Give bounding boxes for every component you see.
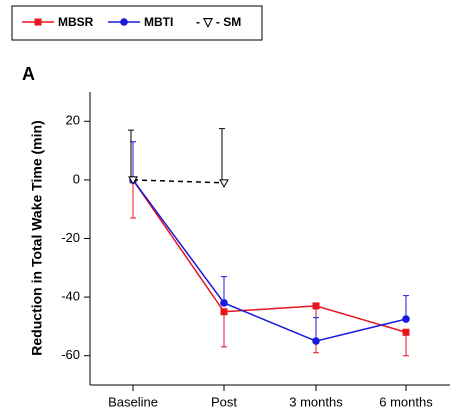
- error-bar: [403, 332, 409, 357]
- series-line: [132, 179, 225, 184]
- point: [312, 337, 320, 345]
- legend-box: [11, 5, 263, 41]
- point: [312, 302, 320, 310]
- point: [128, 176, 138, 185]
- series-line: [132, 179, 407, 342]
- x-tick-label: 3 months: [289, 394, 343, 409]
- error-bar: [403, 295, 409, 320]
- y-axis-label: Reduction in Total Wake Time (min): [29, 120, 45, 355]
- point: [220, 299, 228, 307]
- x-tick-label: Baseline: [108, 394, 158, 409]
- point: [219, 179, 229, 188]
- x-tick-label: Post: [211, 394, 237, 409]
- point: [220, 308, 228, 316]
- point: [402, 328, 410, 336]
- error-bar: [219, 128, 225, 183]
- x-tick-label: 6 months: [379, 394, 433, 409]
- y-tick-label: 0: [73, 171, 80, 186]
- y-tick-label: -20: [61, 230, 80, 245]
- legend-label: MBTI: [144, 15, 173, 29]
- y-tick-label: -60: [61, 347, 80, 362]
- legend-label: - ▽ - SM: [196, 15, 241, 29]
- y-tick-label: 20: [66, 113, 80, 128]
- panel-label: A: [22, 64, 35, 84]
- error-bar: [313, 317, 319, 342]
- error-bar: [128, 129, 134, 180]
- point: [402, 315, 410, 323]
- legend-marker: [120, 18, 128, 26]
- error-bar: [221, 276, 227, 303]
- error-bar: [130, 179, 136, 219]
- error-bar: [221, 311, 227, 348]
- legend-marker: [34, 18, 42, 26]
- legend-label: MBSR: [58, 15, 94, 29]
- series-line: [132, 179, 407, 333]
- y-tick-label: -40: [61, 289, 80, 304]
